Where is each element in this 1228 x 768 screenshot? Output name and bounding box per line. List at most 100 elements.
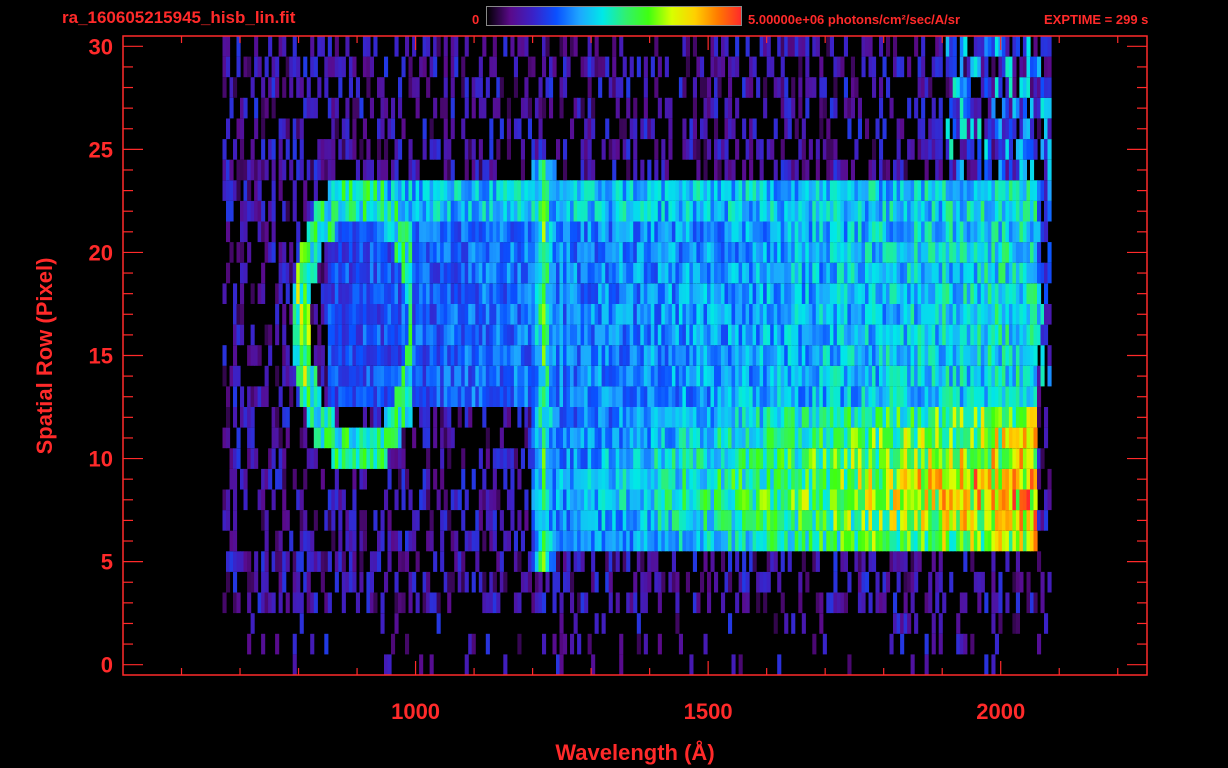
heatmap-cell xyxy=(798,510,803,531)
heatmap-cell xyxy=(773,304,778,325)
heatmap-cell xyxy=(945,139,950,160)
heatmap-cell xyxy=(861,592,866,614)
axis-ticks xyxy=(123,36,1147,675)
heatmap-cell xyxy=(724,118,729,140)
heatmap-cell xyxy=(819,324,824,346)
heatmap-cell xyxy=(914,324,919,346)
heatmap-cell xyxy=(907,97,912,119)
heatmap-cell xyxy=(591,97,596,119)
heatmap-cell xyxy=(703,633,708,655)
heatmap-cell xyxy=(391,242,396,263)
heatmap-cell xyxy=(984,592,989,614)
heatmap-cell xyxy=(233,139,238,160)
heatmap-cell xyxy=(829,489,834,511)
heatmap-cell xyxy=(692,77,697,98)
heatmap-cell xyxy=(577,221,582,243)
heatmap-cell xyxy=(320,427,325,449)
heatmap-cell xyxy=(236,242,241,263)
heatmap-cell xyxy=(847,242,852,263)
heatmap-cell xyxy=(857,200,862,222)
heatmap-cell xyxy=(661,180,666,201)
heatmap-cell xyxy=(352,386,357,407)
heatmap-cell xyxy=(436,200,441,222)
heatmap-cell xyxy=(366,571,371,593)
heatmap-cell xyxy=(506,324,511,346)
heatmap-cell xyxy=(1005,448,1010,469)
heatmap-cell xyxy=(580,304,585,325)
heatmap-cell xyxy=(875,510,880,531)
heatmap-cell xyxy=(1026,77,1031,98)
heatmap-cell xyxy=(703,324,708,346)
heatmap-cell xyxy=(977,448,982,469)
heatmap-cell xyxy=(563,56,568,78)
heatmap-cell xyxy=(450,97,455,119)
heatmap-cell xyxy=(598,180,603,201)
heatmap-cell xyxy=(534,283,539,304)
heatmap-cell xyxy=(443,180,448,201)
heatmap-cell xyxy=(405,407,410,428)
heatmap-cell xyxy=(966,386,971,407)
heatmap-cell xyxy=(836,407,841,428)
heatmap-cell xyxy=(640,592,645,614)
heatmap-cell xyxy=(545,180,550,201)
heatmap-cell xyxy=(419,304,424,325)
heatmap-cell xyxy=(401,56,406,78)
heatmap-cell xyxy=(654,139,659,160)
heatmap-cell xyxy=(549,510,554,531)
heatmap-cell xyxy=(429,139,434,160)
heatmap-cell xyxy=(426,262,431,284)
heatmap-cell xyxy=(422,118,427,140)
heatmap-cell xyxy=(787,262,792,284)
heatmap-cell xyxy=(668,365,673,387)
heatmap-cell xyxy=(443,200,448,222)
heatmap-cell xyxy=(721,468,726,490)
heatmap-cell xyxy=(348,571,353,593)
heatmap-cell xyxy=(664,242,669,263)
heatmap-cell xyxy=(942,324,947,346)
heatmap-cell xyxy=(1019,468,1024,490)
heatmap-cell xyxy=(798,180,803,201)
heatmap-cell xyxy=(362,468,367,490)
heatmap-cell xyxy=(615,530,620,552)
heatmap-cell xyxy=(454,551,459,572)
heatmap-cell xyxy=(1033,200,1038,222)
heatmap-cell xyxy=(591,324,596,346)
heatmap-cell xyxy=(577,365,582,387)
heatmap-cell xyxy=(1030,324,1035,346)
heatmap-cell xyxy=(815,365,820,387)
heatmap-cell xyxy=(907,510,912,531)
heatmap-cell xyxy=(499,242,504,263)
heatmap-cell xyxy=(970,489,975,511)
heatmap-cell xyxy=(938,304,943,325)
heatmap-cell xyxy=(524,427,529,449)
heatmap-cell xyxy=(429,530,434,552)
heatmap-cell xyxy=(833,407,838,428)
heatmap-cell xyxy=(749,118,754,140)
heatmap-cell xyxy=(973,324,978,346)
heatmap-cell xyxy=(285,200,290,222)
heatmap-cell xyxy=(770,139,775,160)
heatmap-cell xyxy=(924,654,929,675)
heatmap-cell xyxy=(984,654,989,675)
heatmap-cell xyxy=(886,407,891,428)
heatmap-cell xyxy=(794,118,799,140)
heatmap-cell xyxy=(580,56,585,78)
heatmap-cell xyxy=(952,242,957,263)
heatmap-cell xyxy=(973,365,978,387)
heatmap-cell xyxy=(794,180,799,201)
heatmap-cell xyxy=(1019,262,1024,284)
heatmap-cell xyxy=(233,571,238,593)
heatmap-cell xyxy=(798,386,803,407)
heatmap-cell xyxy=(563,489,568,511)
heatmap-cell xyxy=(1019,489,1024,511)
heatmap-cell xyxy=(924,365,929,387)
heatmap-cell xyxy=(815,551,820,572)
heatmap-cell xyxy=(475,530,480,552)
heatmap-cell xyxy=(1033,180,1038,201)
heatmap-cell xyxy=(545,551,550,572)
heatmap-cell xyxy=(1033,448,1038,469)
heatmap-cell xyxy=(808,345,813,366)
heatmap-cell xyxy=(422,283,427,304)
heatmap-cell xyxy=(777,489,782,511)
heatmap-cell xyxy=(766,242,771,263)
